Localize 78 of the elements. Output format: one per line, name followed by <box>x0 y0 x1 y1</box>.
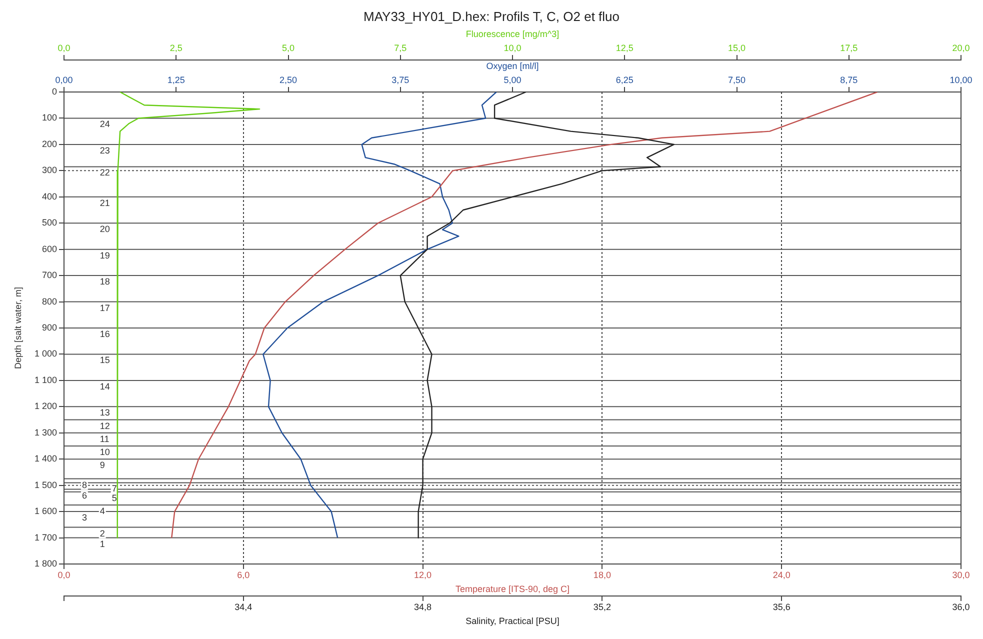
x-tick-label: 30,0 <box>952 570 970 580</box>
y-tick-label: 700 <box>42 270 57 280</box>
y-tick-label: 1 400 <box>34 454 57 464</box>
y-tick-label: 1 500 <box>34 480 57 490</box>
x-tick-label: 6,0 <box>237 570 250 580</box>
x-tick-label: 12,0 <box>414 570 432 580</box>
annotation: 1 <box>100 538 105 549</box>
x2-tick-label: 7,50 <box>728 75 746 86</box>
x-tick-label: 36,0 <box>952 602 970 612</box>
x2-tick-label: 5,0 <box>282 43 295 54</box>
y-tick-label: 1 200 <box>34 401 57 412</box>
x2-axis-title: Oxygen [ml/l] <box>486 60 539 71</box>
y-tick-label: 300 <box>42 165 57 176</box>
chart-title: MAY33_HY01_D.hex: Profils T, C, O2 et fluo <box>362 8 621 26</box>
x2-tick-label: 7,5 <box>394 43 407 54</box>
annotation: 9 <box>100 460 105 470</box>
x2-axis-title: Fluorescence [mg/m^3] <box>466 28 560 39</box>
annotation: 8 <box>82 480 87 490</box>
y-tick-label: 900 <box>42 322 57 332</box>
annotation: 12 <box>100 420 110 431</box>
x2-tick-label: 6,25 <box>616 75 634 86</box>
y-tick-label: 100 <box>42 112 57 123</box>
annotation: 4 <box>100 506 105 516</box>
annotation: 7 <box>112 484 117 494</box>
annotation: 2 <box>100 528 105 538</box>
annotation: 18 <box>100 276 110 287</box>
x-axis-title: Temperature [ITS-90, deg C] <box>455 584 570 594</box>
annotation: 23 <box>100 145 110 156</box>
annotation: 16 <box>100 328 110 339</box>
y-tick-label: 1 600 <box>34 506 57 516</box>
annotation: 15 <box>100 355 110 366</box>
annotation: 3 <box>82 512 87 523</box>
annotation: 13 <box>100 408 110 418</box>
y-tick-label: 0 <box>52 86 57 96</box>
x2-tick-label: 1,25 <box>167 75 185 86</box>
x-tick-label: 24,0 <box>772 570 790 580</box>
annotation: 21 <box>100 198 110 208</box>
x-tick-label: 35,2 <box>593 602 611 612</box>
x-tick-label: 34,8 <box>414 602 432 612</box>
y-tick-label: 1 100 <box>34 374 57 385</box>
x-axis-title: Salinity, Practical [PSU] <box>466 616 560 626</box>
x-tick-label: 34,4 <box>234 602 252 612</box>
x2-tick-label: 10,0 <box>504 43 522 54</box>
annotation: 17 <box>100 302 110 313</box>
x2-tick-label: 20,0 <box>952 43 970 54</box>
x2-tick-label: 5,00 <box>504 75 522 86</box>
x2-tick-label: 0,0 <box>58 43 70 54</box>
y-tick-label: 1 300 <box>34 427 57 438</box>
x2-tick-label: 12,5 <box>616 43 634 54</box>
x2-tick-label: 3,75 <box>392 75 410 86</box>
x-tick-label: 35,6 <box>772 602 790 612</box>
x2-tick-label: 15,0 <box>728 43 746 54</box>
y-tick-label: 1 700 <box>34 532 57 542</box>
x2-tick-label: 10,00 <box>950 75 972 86</box>
y-tick-label: 200 <box>42 138 57 149</box>
annotation: 24 <box>100 119 110 130</box>
x-tick-label: 0,0 <box>58 570 70 580</box>
annotation: 6 <box>82 490 87 500</box>
y-tick-label: 500 <box>42 218 57 228</box>
annotation: 10 <box>100 446 110 457</box>
x2-tick-label: 2,5 <box>170 43 182 54</box>
y-tick-label: 1 000 <box>34 348 57 359</box>
x2-tick-label: 0,00 <box>55 75 73 86</box>
x2-tick-label: 2,50 <box>279 75 298 86</box>
annotation: 22 <box>100 168 110 178</box>
x2-tick-label: 17,5 <box>840 43 858 54</box>
annotation: 5 <box>112 492 117 503</box>
x-tick-label: 18,0 <box>593 570 611 580</box>
y-tick-label: 800 <box>42 296 57 306</box>
y-tick-label: 600 <box>42 244 57 254</box>
annotation: 20 <box>100 224 110 234</box>
x2-tick-label: 8,75 <box>840 75 858 86</box>
annotation: 11 <box>100 434 110 444</box>
y-tick-label: 400 <box>42 191 57 202</box>
y-tick-label: 1 800 <box>34 558 57 568</box>
annotation: 14 <box>100 381 110 392</box>
y-axis-title: Depth [salt water, m] <box>12 286 23 370</box>
annotation: 19 <box>100 250 110 260</box>
